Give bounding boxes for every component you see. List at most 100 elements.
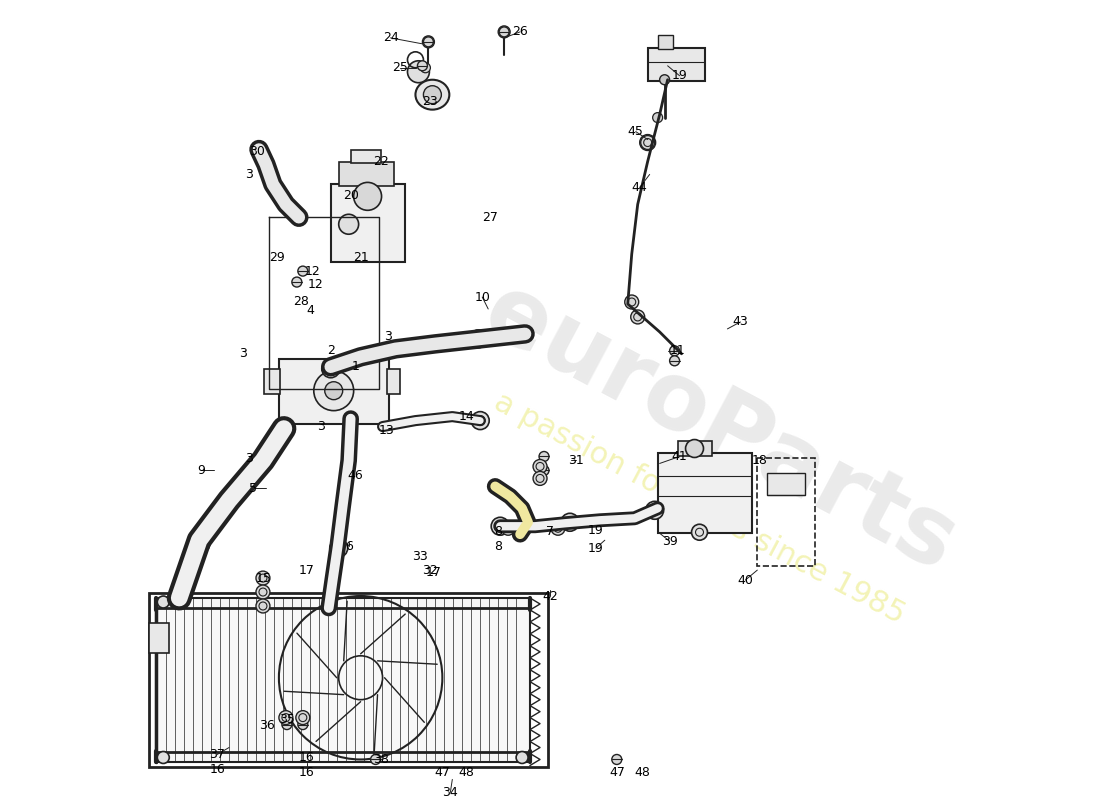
Circle shape [534,459,547,474]
Circle shape [220,491,238,510]
Text: 17: 17 [426,566,441,578]
Circle shape [502,522,515,535]
Bar [386,369,400,394]
Text: 31: 31 [568,454,584,467]
Bar [264,369,279,394]
Text: euroParts: euroParts [468,266,971,591]
Text: 19: 19 [588,524,604,537]
Text: 12: 12 [305,265,321,278]
Bar [331,184,406,262]
Circle shape [420,62,430,73]
Circle shape [499,27,509,37]
Circle shape [275,422,293,439]
Circle shape [539,451,549,462]
Circle shape [685,439,704,458]
Circle shape [692,524,707,540]
Text: 45: 45 [628,125,643,138]
Text: 39: 39 [662,534,678,548]
Text: 10: 10 [474,290,491,303]
Text: 22: 22 [373,155,388,168]
Bar [757,458,815,566]
Circle shape [192,534,210,552]
Circle shape [157,596,169,608]
Text: 11: 11 [670,344,685,358]
Circle shape [646,502,663,519]
Circle shape [625,295,639,309]
Text: 3: 3 [384,330,392,343]
Circle shape [652,113,662,122]
Text: 2: 2 [327,344,334,358]
Bar [678,441,713,457]
Circle shape [539,466,549,475]
Circle shape [534,471,547,486]
Circle shape [322,360,340,378]
Text: 16: 16 [299,766,315,779]
Circle shape [660,74,670,85]
Text: 14: 14 [459,410,474,423]
Bar [150,623,169,653]
Circle shape [354,182,382,210]
Text: 37: 37 [209,748,226,761]
Circle shape [630,310,645,324]
Bar [351,150,381,163]
Circle shape [292,277,301,287]
Bar [658,454,752,534]
Bar [156,598,530,762]
Circle shape [422,36,435,48]
Text: 23: 23 [422,95,438,108]
Circle shape [407,61,429,82]
Circle shape [551,522,565,535]
Text: 1: 1 [352,360,360,374]
Circle shape [371,754,381,765]
Text: 15: 15 [256,571,272,585]
Circle shape [498,26,510,38]
Text: 40: 40 [737,574,754,586]
Text: 43: 43 [733,315,748,329]
Text: 19: 19 [672,70,688,82]
Text: 16: 16 [209,763,226,776]
Circle shape [470,330,487,348]
Circle shape [324,382,343,400]
Circle shape [492,518,509,535]
Circle shape [417,61,428,70]
Text: 18: 18 [751,454,767,467]
Circle shape [298,720,308,730]
Text: 36: 36 [260,719,275,732]
Text: 38: 38 [373,753,388,766]
Text: 16: 16 [299,751,315,764]
Circle shape [612,754,621,765]
Text: 3: 3 [239,347,248,360]
Circle shape [256,571,270,585]
Text: 25: 25 [393,62,408,74]
Text: 13: 13 [378,424,395,437]
Text: 35: 35 [279,713,295,726]
Bar [768,474,805,495]
Circle shape [157,751,169,763]
Text: 47: 47 [434,766,450,779]
Circle shape [298,266,308,276]
Text: 3: 3 [245,168,253,181]
Text: 34: 34 [442,786,459,799]
Circle shape [516,751,528,763]
Circle shape [640,135,654,150]
Circle shape [330,539,348,557]
Circle shape [424,37,433,47]
Text: 28: 28 [293,295,309,309]
Text: 17: 17 [299,564,315,577]
Circle shape [640,134,656,150]
Circle shape [339,214,359,234]
Text: 3: 3 [317,420,324,433]
Ellipse shape [416,80,449,110]
Bar [658,35,672,49]
Bar [279,359,388,423]
Text: 20: 20 [343,189,359,202]
Text: 42: 42 [542,590,558,602]
Text: 8: 8 [494,540,503,553]
Circle shape [282,720,292,730]
Text: 24: 24 [383,31,398,44]
Text: 41: 41 [672,450,688,463]
Circle shape [471,412,490,430]
Text: 7: 7 [546,525,554,538]
Text: 8: 8 [494,525,503,538]
Bar [648,48,705,81]
